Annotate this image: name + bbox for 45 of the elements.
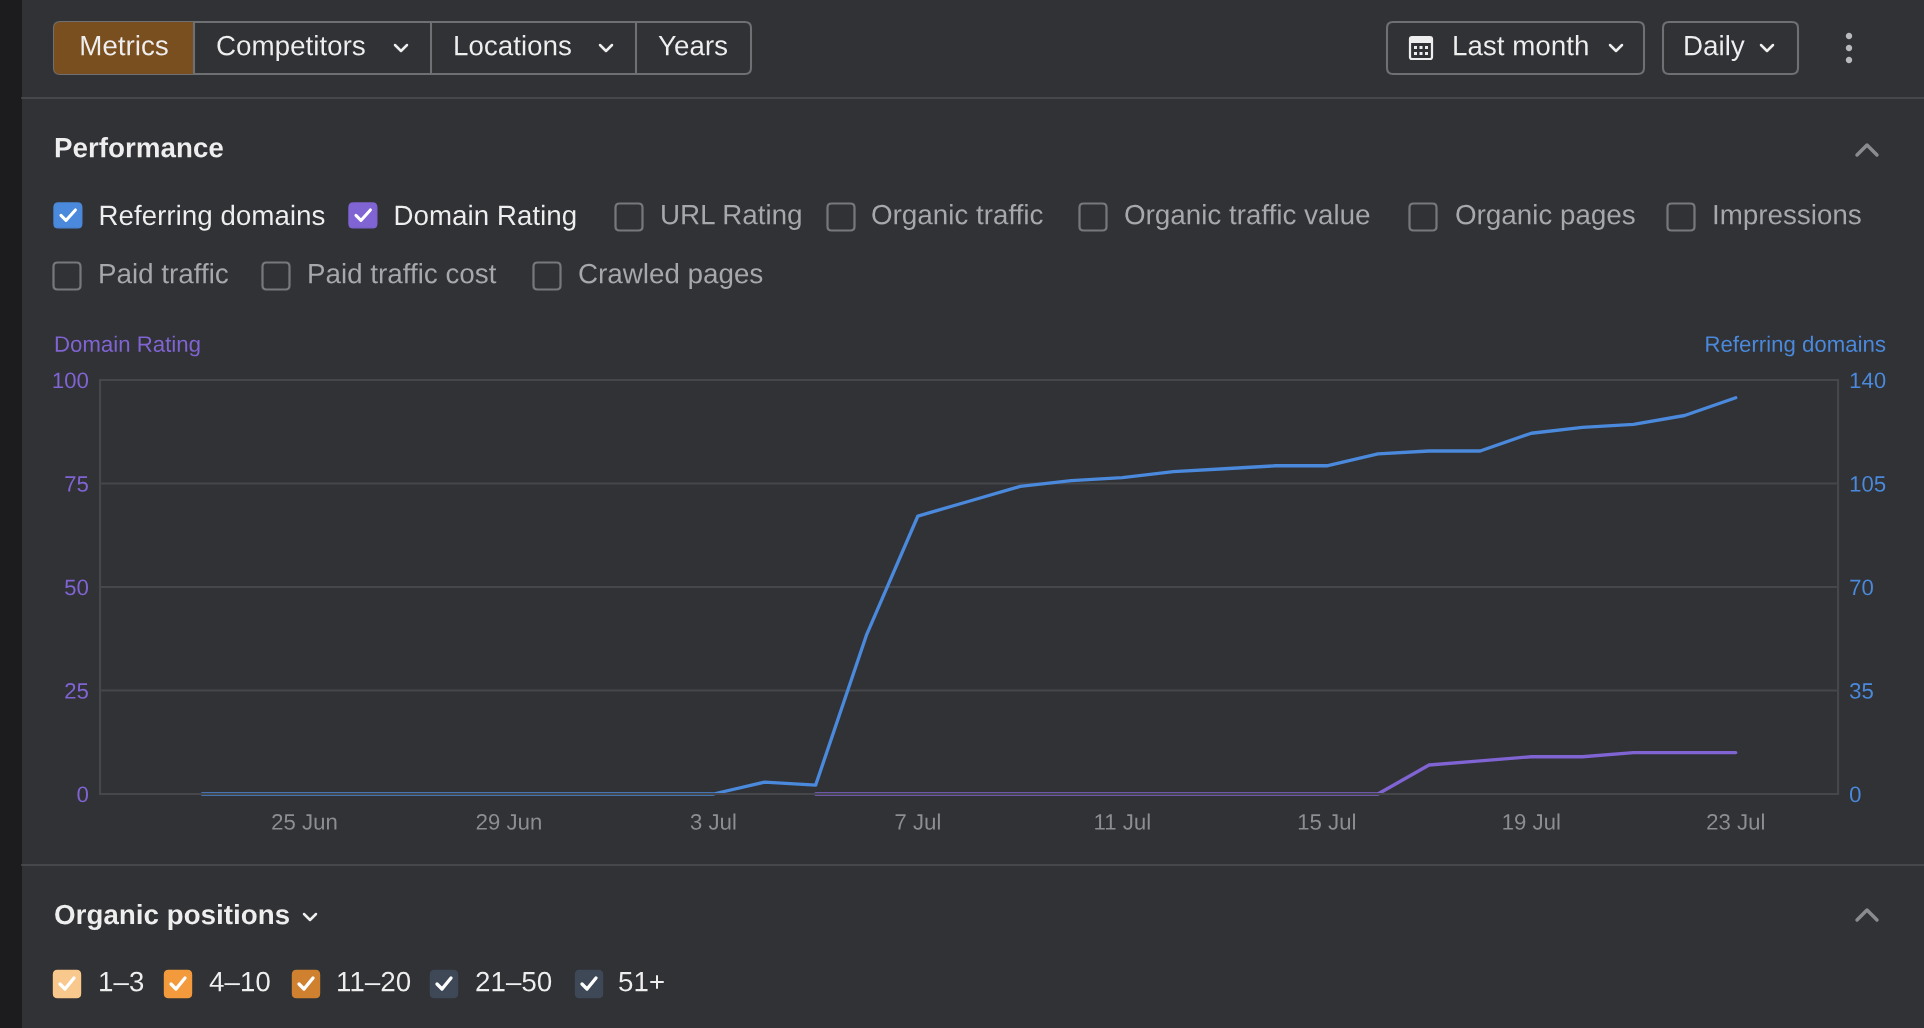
y2-tick-label: 140 [1850,372,1886,389]
text: Paid traffic cost [309,263,497,284]
x-tick-label: 7 Jul [895,813,940,830]
x-tick-label: 19 Jul [1503,813,1560,830]
text: Daily [1685,35,1745,61]
x-tick-label: 23 Jul [1707,813,1764,830]
y-tick-label: 25 [65,683,88,699]
y-axis-title: Domain Rating [55,335,200,357]
x-tick-label: 3 Jul [690,813,736,830]
text: Locations [455,35,571,56]
x-tick-label: 25 Jun [272,814,337,830]
text: URL Rating [662,204,801,230]
y2-tick-label: 70 [1850,579,1873,596]
y-tick-label: 0 [77,786,89,803]
text: 51+ [619,972,664,992]
line-series [813,750,1738,796]
chart-title: Performance [55,137,223,158]
y-tick-label: 100 [53,372,89,389]
y2-tick-label: 35 [1849,683,1873,699]
text: Crawled pages [579,263,763,289]
text: Paid traffic [100,263,229,284]
y-tick-label: 50 [65,579,89,596]
y2-axis-title: Referring domains [1706,335,1886,357]
line-series [200,396,1738,796]
legend-label: Referring domains [100,204,325,231]
text: 11–20 [338,971,411,992]
text: Metrics [81,35,168,56]
text: Organic positions [55,903,289,931]
text: 4–10 [209,971,270,992]
text: 1–3 [100,971,144,992]
text: 21–50 [476,971,552,992]
text: Organic pages [1456,204,1635,230]
text: Impressions [1714,204,1861,230]
y-tick-label: 75 [65,476,88,492]
legend-label: Domain Rating [395,204,576,231]
text: Organic traffic value [1125,204,1370,230]
text: Years [658,36,728,56]
y2-tick-label: 105 [1850,476,1886,492]
x-tick-label: 11 Jul [1095,813,1150,830]
x-tick-label: 29 Jun [476,814,541,830]
x-tick-label: 15 Jul [1298,813,1355,830]
text: Last month [1454,35,1588,56]
text: Competitors [217,35,365,61]
y2-tick-label: 0 [1849,786,1861,803]
text: Organic traffic [872,204,1043,230]
